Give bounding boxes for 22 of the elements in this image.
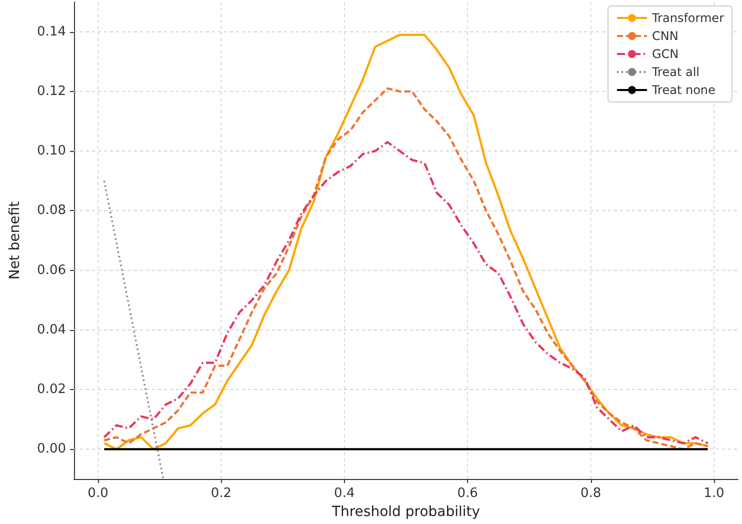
x-tick-label: 0.6 bbox=[457, 486, 478, 501]
y-tick-label: 0.02 bbox=[37, 382, 66, 398]
x-axis-title: Threshold probability bbox=[330, 504, 480, 520]
y-axis-title: Net benefit bbox=[7, 200, 23, 280]
legend-label: Treat all bbox=[650, 65, 700, 79]
line-series bbox=[103, 141, 709, 444]
y-tick-label: 0.00 bbox=[37, 442, 66, 457]
x-tick-label: 0.4 bbox=[334, 486, 355, 501]
y-tick-label: 0.12 bbox=[37, 84, 66, 99]
x-tick-label: 0.0 bbox=[88, 486, 108, 501]
y-tick-label: 0.04 bbox=[37, 322, 66, 338]
y-tick-label: 0.08 bbox=[37, 203, 66, 218]
x-tick-label: 0.8 bbox=[580, 486, 602, 501]
legend-label: Treat none bbox=[650, 83, 716, 97]
y-tick-label: 0.06 bbox=[37, 262, 66, 278]
y-tick-label: 0.14 bbox=[37, 24, 66, 40]
legend-label: CNN bbox=[652, 29, 678, 43]
x-tick-label: 0.2 bbox=[210, 486, 232, 501]
y-tick-label: 0.10 bbox=[37, 144, 66, 159]
x-tick-label: 1.0 bbox=[704, 486, 724, 501]
legend-label: Transformer bbox=[650, 11, 724, 25]
legend-label: GCN bbox=[652, 47, 679, 61]
